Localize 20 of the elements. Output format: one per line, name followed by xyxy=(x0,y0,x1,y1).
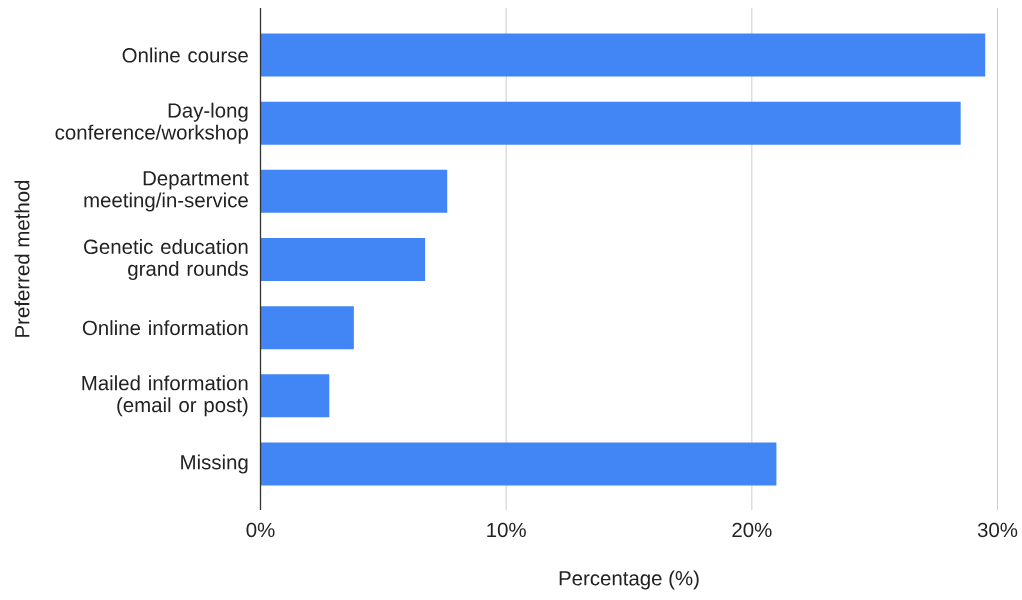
y-tick-label: Department meeting/in-service xyxy=(84,171,249,212)
x-tick-label: 20% xyxy=(732,522,772,538)
x-axis-title: Percentage (%) xyxy=(559,570,699,590)
x-tick-label: 0% xyxy=(246,522,275,538)
bar xyxy=(260,442,777,486)
y-tick-label: Missing xyxy=(181,454,248,474)
y-tick-label: Online information xyxy=(82,320,248,336)
y-tick-label: Day-long conference/workshop xyxy=(55,102,248,144)
x-tick-label: 30% xyxy=(977,522,1018,538)
y-tick-label: Online course xyxy=(122,47,248,63)
y-tick-label: Genetic education grand rounds xyxy=(84,239,249,280)
bar xyxy=(260,33,986,77)
bar xyxy=(260,101,961,145)
bar xyxy=(260,306,354,350)
bar xyxy=(260,169,448,213)
y-tick-label: Mailed information (email or post) xyxy=(82,375,248,417)
y-axis-title: Preferred method xyxy=(14,180,30,337)
bar xyxy=(260,374,330,418)
x-tick-label: 10% xyxy=(487,522,526,538)
bar xyxy=(260,238,426,282)
